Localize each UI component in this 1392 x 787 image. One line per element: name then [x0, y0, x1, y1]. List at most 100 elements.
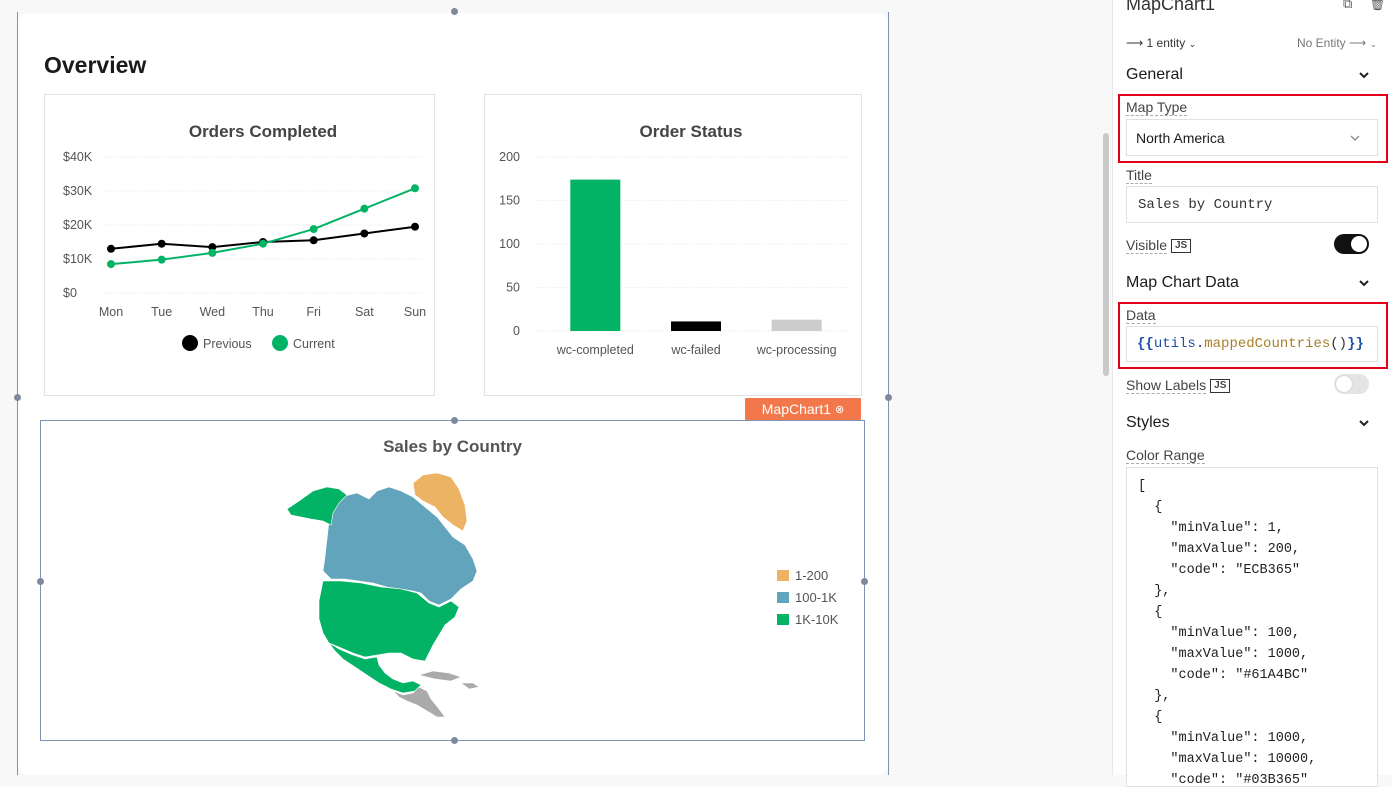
map-type-select[interactable]: North America: [1126, 119, 1378, 156]
canvas-scrollbar[interactable]: [1103, 133, 1109, 376]
legend-label[interactable]: 1-200: [795, 568, 829, 583]
visible-label: Visible: [1126, 237, 1167, 254]
binding-parens: (): [1330, 336, 1348, 352]
map-type-label: Map Type: [1126, 99, 1188, 116]
show-labels-toggle[interactable]: [1334, 374, 1369, 394]
region-caribbean[interactable]: [417, 670, 462, 682]
chevron-down-icon[interactable]: [1357, 68, 1371, 82]
y-tick-label: $10K: [63, 252, 93, 266]
entity-connections-out[interactable]: No Entity ⟶ ⌄: [1297, 36, 1377, 50]
map-resize-handle-bottom[interactable]: [451, 737, 458, 744]
chart-title: Orders Completed: [189, 122, 337, 141]
region-mexico[interactable]: [328, 642, 422, 694]
settings-icon[interactable]: ⊗: [835, 403, 845, 416]
y-tick-label: 50: [506, 281, 520, 295]
section-styles[interactable]: Styles: [1126, 414, 1170, 431]
x-tick-label: Tue: [151, 305, 172, 319]
y-tick-label: $0: [63, 286, 77, 300]
binding-open: {{: [1137, 336, 1154, 352]
chevron-down-icon[interactable]: [1357, 276, 1371, 290]
show-labels-row: Show Labels JS: [1126, 377, 1231, 394]
region-caribbean[interactable]: [460, 682, 480, 690]
x-tick-label: Wed: [200, 305, 226, 319]
data-point[interactable]: [157, 239, 166, 248]
data-code-input[interactable]: {{utils. mappedCountries()}}: [1126, 326, 1378, 362]
delete-icon[interactable]: 🗑: [1369, 0, 1386, 11]
region-canada[interactable]: [322, 486, 478, 606]
orders-completed-chart[interactable]: Orders Completed $0 $10K $20K $30K $40K Mon T…: [44, 94, 435, 396]
map-resize-handle-left[interactable]: [37, 578, 44, 585]
data-point[interactable]: [107, 244, 115, 253]
x-tick-label: Mon: [99, 305, 123, 319]
y-tick-label: 200: [499, 150, 520, 164]
entity-connections-in[interactable]: ⟶ 1 entity ⌄: [1126, 36, 1196, 50]
north-america-map: [286, 472, 480, 718]
visible-toggle[interactable]: [1334, 234, 1369, 254]
data-point[interactable]: [360, 204, 369, 213]
data-point[interactable]: [259, 239, 267, 248]
data-point[interactable]: [411, 222, 419, 231]
y-tick-label: 0: [513, 324, 520, 338]
region-greenland[interactable]: [412, 472, 468, 532]
data-point[interactable]: [107, 260, 115, 269]
bar-wc-completed[interactable]: [570, 179, 621, 331]
color-range-label: Color Range: [1126, 447, 1205, 464]
title-input[interactable]: Sales by Country: [1126, 186, 1378, 223]
x-tick-label: Thu: [252, 305, 274, 319]
legend-label[interactable]: 1K-10K: [795, 612, 839, 627]
resize-handle-top[interactable]: [451, 8, 458, 15]
resize-handle-left[interactable]: [14, 394, 21, 401]
container-border-right: [888, 12, 889, 775]
color-range-code-editor[interactable]: [ { "minValue": 1, "maxValue": 200, "cod…: [1126, 467, 1378, 787]
data-point[interactable]: [309, 236, 318, 245]
legend-label[interactable]: Previous: [203, 337, 252, 351]
map-chart-title: Sales by Country: [383, 437, 522, 456]
show-labels-label: Show Labels: [1126, 377, 1207, 394]
section-map-chart-data[interactable]: Map Chart Data: [1126, 274, 1239, 291]
map-chart-widget[interactable]: Sales by Country 1-200 100-1K 1K-10K: [40, 420, 865, 741]
no-entity-label: No Entity: [1297, 36, 1346, 50]
data-point[interactable]: [208, 248, 217, 257]
arrow-right-icon: ⟶: [1349, 36, 1367, 50]
widget-name-badge[interactable]: MapChart1 ⊗: [745, 398, 861, 420]
resize-handle-right[interactable]: [885, 394, 892, 401]
visible-row: Visible JS: [1126, 237, 1192, 254]
legend-swatch[interactable]: [777, 570, 789, 581]
data-point[interactable]: [360, 229, 369, 238]
y-tick-label: $40K: [63, 150, 93, 164]
page-title: Overview: [44, 52, 147, 78]
region-alaska[interactable]: [286, 486, 348, 526]
y-tick-label: 150: [499, 194, 520, 208]
chevron-down-icon[interactable]: [1357, 416, 1371, 430]
legend-label[interactable]: Current: [293, 337, 335, 351]
map-resize-handle-top[interactable]: [451, 417, 458, 424]
data-point[interactable]: [157, 255, 166, 264]
copy-icon[interactable]: ⧉: [1343, 0, 1353, 11]
js-toggle-button[interactable]: JS: [1210, 379, 1231, 393]
x-tick-label: Fri: [306, 305, 321, 319]
legend-label[interactable]: 100-1K: [795, 590, 837, 605]
section-general[interactable]: General: [1126, 66, 1183, 83]
data-point[interactable]: [309, 225, 318, 234]
title-label: Title: [1126, 167, 1152, 184]
highlight-box-map-type: [1118, 94, 1388, 163]
x-tick-label: wc-completed: [556, 343, 634, 357]
region-usa[interactable]: [318, 580, 460, 662]
data-point[interactable]: [411, 184, 419, 193]
highlight-box-data: [1118, 302, 1388, 369]
bar-wc-processing[interactable]: [771, 319, 822, 331]
js-toggle-button[interactable]: JS: [1171, 239, 1192, 253]
legend-marker[interactable]: [272, 335, 288, 351]
bar-wc-failed[interactable]: [671, 321, 721, 331]
map-resize-handle-right[interactable]: [861, 578, 868, 585]
y-tick-label: 100: [499, 237, 520, 251]
widget-name-title[interactable]: MapChart1: [1126, 0, 1216, 14]
legend-marker[interactable]: [182, 335, 198, 351]
data-point[interactable]: [208, 243, 217, 252]
order-status-chart[interactable]: Order Status 0 50 100 150 200 wc-completed wc…: [484, 94, 862, 396]
legend-swatch[interactable]: [777, 614, 789, 625]
region-central-america[interactable]: [392, 686, 446, 718]
legend-swatch[interactable]: [777, 592, 789, 603]
y-tick-label: $20K: [63, 218, 93, 232]
order-status-bar-chart-svg: Order Status 0 50 100 150 200 wc-completed wc…: [499, 122, 847, 357]
